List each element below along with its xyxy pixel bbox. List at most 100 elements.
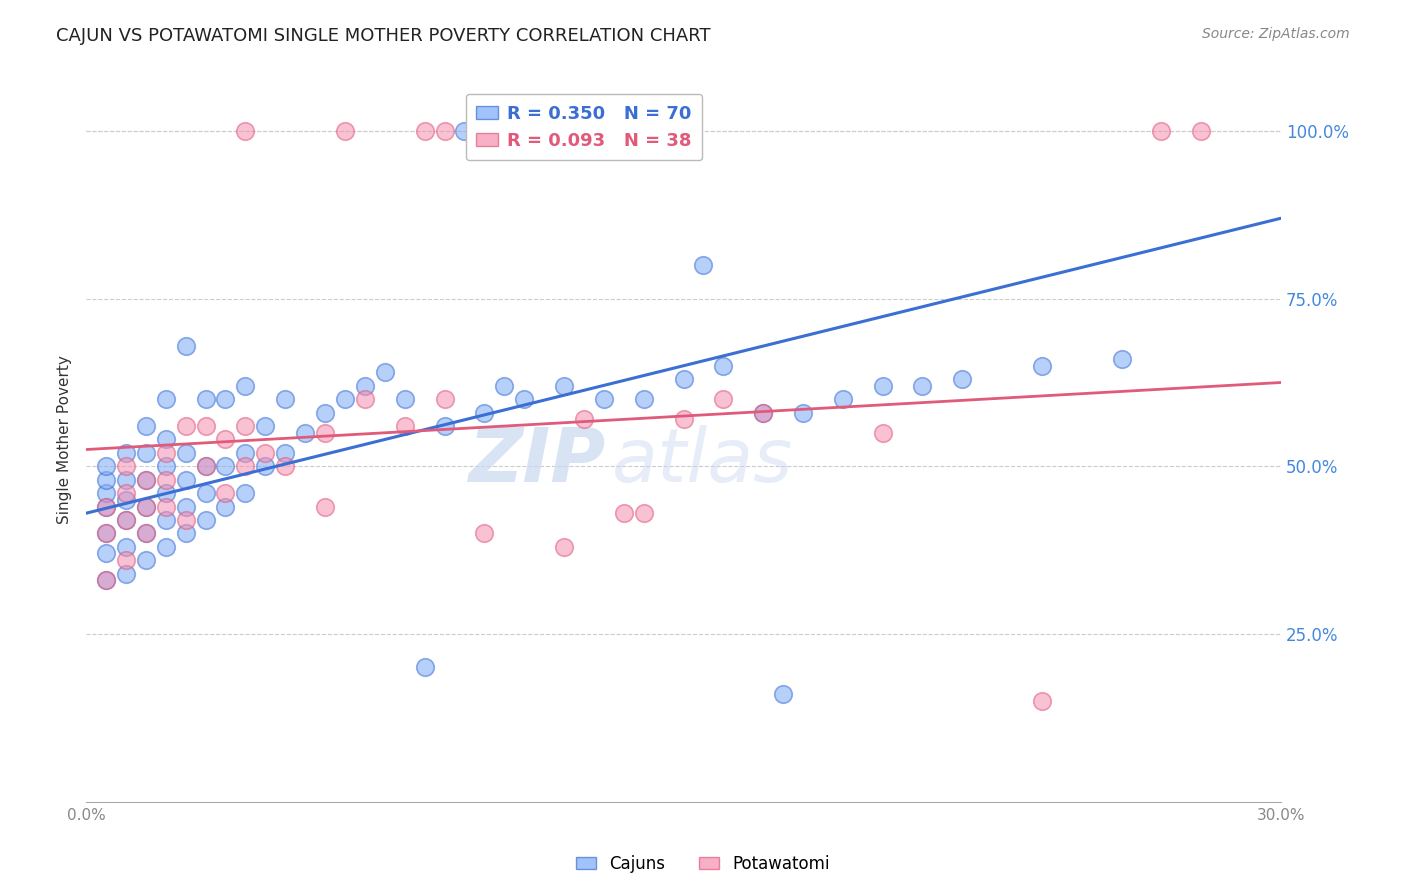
Point: [94, 526, 117, 541]
Point: [433, 419, 456, 434]
Point: [314, 406, 336, 420]
Point: [235, 379, 257, 393]
Point: [115, 513, 138, 527]
Point: [294, 425, 316, 440]
Point: [155, 392, 177, 407]
Point: [752, 406, 775, 420]
Legend: R = 0.350   N = 70, R = 0.093   N = 38: R = 0.350 N = 70, R = 0.093 N = 38: [465, 94, 703, 161]
Point: [115, 553, 138, 567]
Point: [413, 124, 436, 138]
Point: [314, 425, 336, 440]
Point: [194, 486, 217, 500]
Point: [711, 392, 734, 407]
Point: [254, 459, 277, 474]
Point: [94, 459, 117, 474]
Point: [135, 446, 157, 460]
Point: [214, 459, 236, 474]
Point: [1150, 124, 1173, 138]
Point: [472, 406, 495, 420]
Point: [513, 392, 536, 407]
Point: [135, 526, 157, 541]
Point: [94, 526, 117, 541]
Point: [94, 486, 117, 500]
Point: [633, 392, 655, 407]
Point: [553, 124, 575, 138]
Point: [553, 379, 575, 393]
Point: [633, 506, 655, 520]
Point: [194, 419, 217, 434]
Point: [672, 372, 695, 386]
Point: [194, 513, 217, 527]
Point: [1031, 694, 1053, 708]
Point: [314, 500, 336, 514]
Point: [235, 486, 257, 500]
Point: [394, 392, 416, 407]
Point: [374, 366, 396, 380]
Point: [94, 500, 117, 514]
Point: [135, 553, 157, 567]
Point: [194, 392, 217, 407]
Point: [911, 379, 934, 393]
Point: [572, 412, 595, 426]
Point: [115, 513, 138, 527]
Point: [155, 486, 177, 500]
Point: [831, 392, 853, 407]
Point: [274, 446, 297, 460]
Point: [772, 687, 794, 701]
Point: [135, 526, 157, 541]
Point: [94, 500, 117, 514]
Point: [174, 419, 197, 434]
Text: Source: ZipAtlas.com: Source: ZipAtlas.com: [1202, 27, 1350, 41]
Point: [235, 124, 257, 138]
Point: [174, 338, 197, 352]
Point: [135, 500, 157, 514]
Point: [115, 540, 138, 554]
Point: [613, 506, 636, 520]
Point: [394, 419, 416, 434]
Y-axis label: Single Mother Poverty: Single Mother Poverty: [58, 355, 72, 524]
Point: [155, 446, 177, 460]
Point: [872, 425, 894, 440]
Point: [115, 459, 138, 474]
Point: [572, 124, 595, 138]
Legend: Cajuns, Potawatomi: Cajuns, Potawatomi: [569, 848, 837, 880]
Point: [592, 392, 614, 407]
Point: [174, 446, 197, 460]
Point: [155, 433, 177, 447]
Point: [711, 359, 734, 373]
Point: [155, 500, 177, 514]
Point: [174, 513, 197, 527]
Point: [115, 446, 138, 460]
Point: [115, 486, 138, 500]
Point: [872, 379, 894, 393]
Point: [115, 566, 138, 581]
Point: [1189, 124, 1212, 138]
Point: [254, 419, 277, 434]
Point: [333, 124, 356, 138]
Point: [115, 492, 138, 507]
Point: [155, 459, 177, 474]
Point: [94, 574, 117, 588]
Point: [235, 446, 257, 460]
Point: [214, 392, 236, 407]
Point: [115, 473, 138, 487]
Point: [194, 459, 217, 474]
Point: [792, 406, 814, 420]
Point: [274, 392, 297, 407]
Point: [1031, 359, 1053, 373]
Point: [274, 459, 297, 474]
Point: [354, 379, 377, 393]
Point: [194, 459, 217, 474]
Point: [135, 473, 157, 487]
Point: [135, 419, 157, 434]
Point: [155, 513, 177, 527]
Point: [155, 473, 177, 487]
Point: [752, 406, 775, 420]
Point: [333, 392, 356, 407]
Text: CAJUN VS POTAWATOMI SINGLE MOTHER POVERTY CORRELATION CHART: CAJUN VS POTAWATOMI SINGLE MOTHER POVERT…: [56, 27, 711, 45]
Point: [135, 500, 157, 514]
Text: ZIP: ZIP: [468, 425, 606, 498]
Point: [494, 124, 516, 138]
Point: [553, 540, 575, 554]
Point: [472, 124, 495, 138]
